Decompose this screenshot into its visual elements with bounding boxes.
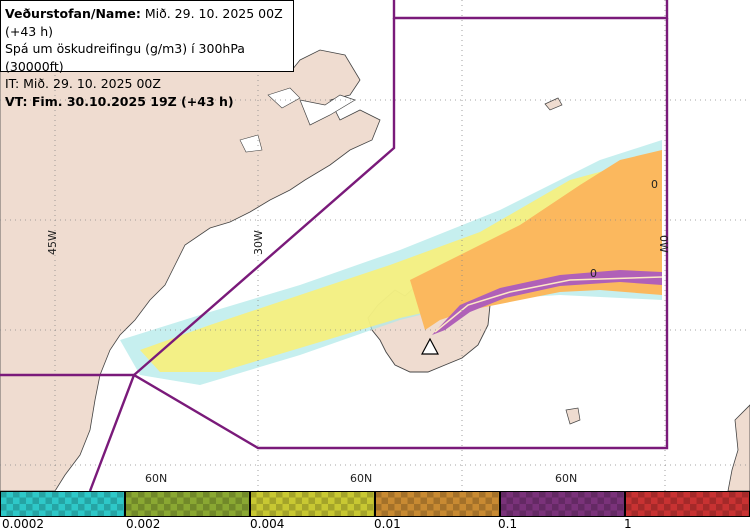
legend-swatch xyxy=(375,491,500,517)
greenland-landmass xyxy=(0,49,381,491)
legend-labels: 0.0002 0.002 0.004 0.01 0.1 1 xyxy=(0,517,750,532)
graticule xyxy=(0,0,750,491)
contour-label: 0 xyxy=(651,178,658,191)
legend-swatch xyxy=(625,491,750,517)
lon-label-45w: 45W xyxy=(46,230,59,255)
ash-dispersion-map: 45W 30W 0W 60N 60N 60N 0 0 xyxy=(0,0,750,491)
lon-label-30w: 30W xyxy=(252,230,265,255)
lon-label-0w: 0W xyxy=(657,235,670,253)
contour-label: 0 xyxy=(590,267,597,280)
legend-label-6: 1 xyxy=(624,517,632,531)
plume-core xyxy=(434,276,663,333)
island xyxy=(544,97,563,111)
legend-label-3: 0.004 xyxy=(250,517,285,531)
legend-swatch xyxy=(250,491,375,517)
volcano-marker-icon xyxy=(421,337,439,355)
header-line-2: Spá um öskudreifingu (g/m3) í 300hPa (30… xyxy=(5,41,245,74)
legend-swatch xyxy=(125,491,250,517)
island xyxy=(565,407,581,425)
header-line-4: VT: Fim. 30.10.2025 19Z (+43 h) xyxy=(5,93,234,109)
header-line-3: IT: Mið. 29. 10. 2025 00Z xyxy=(5,76,161,91)
ash-cloud-orange xyxy=(410,150,662,330)
header-line-1: Veðurstofan/Name: Mið. 29. 10. 2025 00Z … xyxy=(5,6,283,39)
legend-label-2: 0.002 xyxy=(126,517,161,531)
legend-swatch xyxy=(500,491,625,517)
legend-label-4: 0.01 xyxy=(374,517,401,531)
forecast-info-box: Veðurstofan/Name: Mið. 29. 10. 2025 00Z … xyxy=(0,0,294,109)
fjord xyxy=(239,134,263,153)
flight-region-boundary xyxy=(0,0,669,491)
legend-label-1: 0.0002 xyxy=(2,517,44,531)
legend-swatch xyxy=(0,491,125,517)
fjord xyxy=(267,87,301,109)
norway-edge xyxy=(727,404,750,491)
legend-color-bar xyxy=(0,491,750,517)
ash-cloud-yellow xyxy=(140,155,662,372)
lat-label-60n-2: 60N xyxy=(350,472,372,485)
lat-label-60n-3: 60N xyxy=(555,472,577,485)
legend-label-5: 0.1 xyxy=(498,517,518,531)
lat-label-60n-1: 60N xyxy=(145,472,167,485)
